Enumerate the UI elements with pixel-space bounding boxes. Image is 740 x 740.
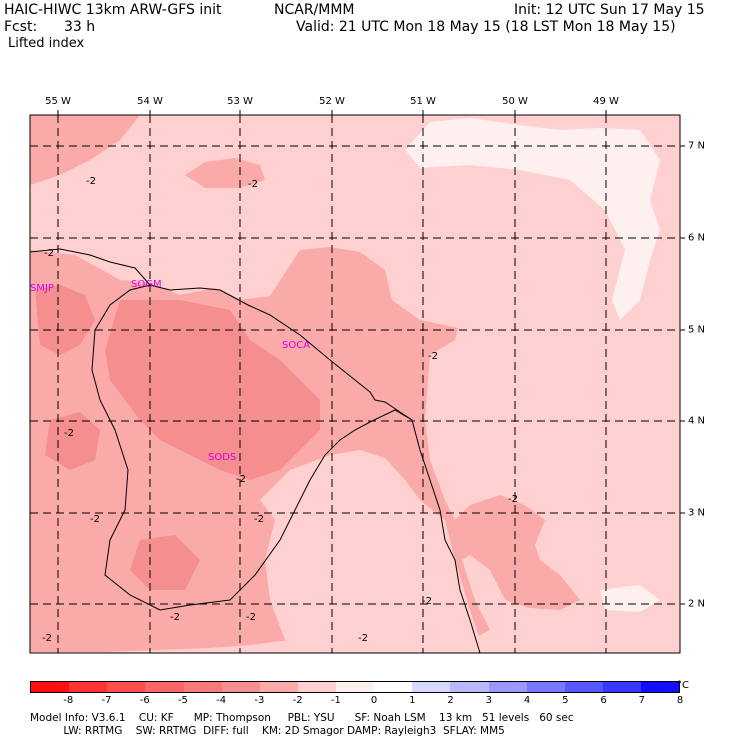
colorbar-swatch xyxy=(602,682,641,692)
contour-label: -2 xyxy=(42,633,52,644)
contour-label: -2 xyxy=(358,633,368,644)
fill-dark-sw xyxy=(45,412,100,470)
contour-label: -2 xyxy=(254,514,264,525)
colorbar-tick-label: 7 xyxy=(638,695,645,706)
contour-label: -2 xyxy=(508,494,518,505)
fill-medium-n xyxy=(185,158,265,188)
station-sogm: SOGM xyxy=(131,279,162,290)
colorbar-tick-label: -5 xyxy=(177,695,188,706)
colorbar-tick-label: 2 xyxy=(447,695,454,706)
contour-label: -2 xyxy=(236,474,246,485)
contour-label: -2 xyxy=(248,179,258,190)
forecast-label: Fcst: xyxy=(4,19,38,35)
field-name: Lifted index xyxy=(8,36,85,51)
colorbar-tick-label: -3 xyxy=(254,695,265,706)
fill-pale-se xyxy=(600,585,660,612)
model-info-line2: LW: RRTMG SW: RRTMG DIFF: full KM: 2D Sm… xyxy=(30,725,505,737)
contour-label: -2 xyxy=(64,428,74,439)
colorbar xyxy=(30,681,680,693)
lon-label: 52 W xyxy=(319,96,345,107)
colorbar-tick-label: -6 xyxy=(139,695,150,706)
contour-label: -2 xyxy=(428,351,438,362)
colorbar-swatch xyxy=(31,682,70,692)
fill-pale-ne xyxy=(405,118,660,320)
fill-dark-central xyxy=(105,300,320,480)
lat-label: 4 N xyxy=(688,415,706,427)
contour-label: -2 xyxy=(422,596,432,607)
colorbar-swatch xyxy=(526,682,565,692)
colorbar-tick-label: 5 xyxy=(562,695,569,706)
colorbar-swatch xyxy=(69,682,108,692)
colorbar-tick-label: -1 xyxy=(330,695,341,706)
valid-time: Valid: 21 UTC Mon 18 May 15 (18 LST Mon … xyxy=(296,19,676,35)
fill-light-interior xyxy=(260,450,480,650)
org-label: NCAR/MMM xyxy=(274,2,355,18)
colorbar-swatch xyxy=(564,682,603,692)
lon-label: 50 W xyxy=(502,96,528,107)
colorbar-swatch xyxy=(183,682,222,692)
lon-label: 55 W xyxy=(45,96,71,107)
lon-label: 54 W xyxy=(137,96,163,107)
contour-label: -2 xyxy=(90,514,100,525)
colorbar-swatch xyxy=(297,682,336,692)
colorbar-tick-label: -4 xyxy=(216,695,227,706)
contour-label: -2 xyxy=(86,176,96,187)
station-smjp: SMJP xyxy=(30,283,54,294)
colorbar-swatch xyxy=(259,682,298,692)
contour-label: -2 xyxy=(246,612,256,623)
colorbar-tick-label: -8 xyxy=(63,695,74,706)
fill-dark-s xyxy=(130,535,200,590)
model-info-line1: Model Info: V3.6.1 CU: KF MP: Thompson P… xyxy=(30,712,574,724)
colorbar-tick-label: -2 xyxy=(292,695,303,706)
border-line xyxy=(91,284,481,653)
forecast-hour: 33 h xyxy=(64,19,96,35)
contour-label: -2 xyxy=(44,248,54,259)
colorbar-swatch xyxy=(107,682,146,692)
lon-label: 51 W xyxy=(410,96,436,107)
colorbar-swatch xyxy=(412,682,451,692)
colorbar-tick-label: 1 xyxy=(409,695,416,706)
latlon-grid xyxy=(30,115,680,653)
colorbar-unit: °C xyxy=(677,680,689,691)
colorbar-swatch xyxy=(221,682,260,692)
colorbar-swatch xyxy=(374,682,413,692)
colorbar-tick-label: -7 xyxy=(101,695,112,706)
init-time: Init: 12 UTC Sun 17 May 15 xyxy=(514,2,705,18)
station-soca: SOCA xyxy=(282,340,311,351)
coastline xyxy=(30,248,413,421)
lat-label: 7 N xyxy=(688,140,706,152)
colorbar-tick-label: 3 xyxy=(485,695,492,706)
contour-labels: -2 -2 -2 -2 -2 -2 -2 -2 -2 -2 -2 -2 -2 -… xyxy=(42,176,518,644)
station-sods: SODS xyxy=(208,452,237,463)
colorbar-swatch xyxy=(450,682,489,692)
colorbar-tick-label: 6 xyxy=(600,695,607,706)
model-title: HAIC-HIWC 13km ARW-GFS init xyxy=(4,2,222,18)
lat-label: 3 N xyxy=(688,507,706,519)
contour-label: -2 xyxy=(170,612,180,623)
colorbar-swatch xyxy=(641,682,680,692)
fill-dark-w xyxy=(35,285,95,355)
colorbar-tick-label: 8 xyxy=(676,695,684,706)
lon-label: 49 W xyxy=(593,96,619,107)
colorbar-swatch xyxy=(488,682,527,692)
colorbar-tick-label: 4 xyxy=(523,695,531,706)
axis-ticks xyxy=(57,110,685,605)
colorbar-swatch xyxy=(145,682,184,692)
lat-label: 5 N xyxy=(688,324,706,336)
lon-label: 53 W xyxy=(227,96,253,107)
map-frame xyxy=(29,114,681,654)
lat-label: 6 N xyxy=(688,232,706,244)
lat-label: 2 N xyxy=(688,598,706,610)
colorbar-swatch xyxy=(336,682,375,692)
colorbar-tick-label: 0 xyxy=(370,695,378,706)
